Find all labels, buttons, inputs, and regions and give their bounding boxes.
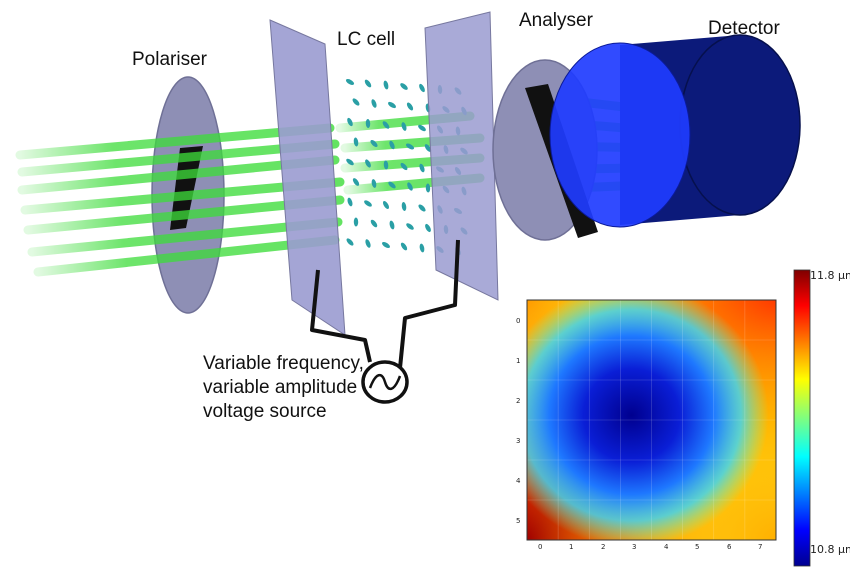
lc-cell-plate-left (269, 19, 346, 336)
heatmap-x-tick: 1 (569, 543, 574, 551)
lc-molecule (400, 162, 408, 171)
voltage-source-label-line3: voltage source (203, 401, 327, 422)
lc-molecule (382, 201, 390, 209)
heatmap-x-tick: 4 (664, 543, 669, 551)
lc-molecule (364, 79, 372, 88)
lc-molecule (347, 117, 353, 127)
lc-molecule (389, 220, 395, 230)
lc-molecule (370, 139, 378, 148)
lc-molecule (425, 223, 431, 233)
heatmap (526, 299, 777, 541)
lc-molecule (365, 239, 371, 248)
polariser-label: Polariser (132, 49, 207, 70)
lc-molecule (352, 98, 360, 106)
lc-molecule (353, 137, 359, 147)
lc-molecule (383, 160, 389, 170)
lc-molecule (405, 143, 415, 150)
lc-cell-plate-right (424, 11, 499, 301)
lc-molecule (388, 101, 396, 109)
heatmap-x-tick: 7 (758, 543, 763, 551)
lc-molecule (365, 119, 371, 128)
lc-molecule (401, 122, 407, 131)
voltage-source (361, 360, 409, 404)
lc-molecule (345, 79, 355, 85)
lc-molecule (388, 181, 396, 189)
heatmap-y-tick: 5 (516, 517, 521, 525)
lc-molecule (371, 179, 377, 188)
lc-molecule (346, 158, 354, 166)
detector-label: Detector (708, 18, 780, 39)
analyser-label: Analyser (519, 10, 593, 31)
lc-molecule (389, 140, 395, 150)
lc-molecule (382, 241, 390, 249)
liquid-crystal-molecules (345, 79, 468, 256)
lc-molecule (419, 83, 425, 93)
heatmap-x-tick: 3 (632, 543, 637, 551)
lc-molecule (419, 243, 425, 253)
detector (549, 34, 801, 228)
lc-molecule (407, 182, 413, 191)
heatmap-x-tick: 6 (727, 543, 732, 551)
lc-molecule (418, 124, 426, 132)
polariser-slit (170, 146, 203, 230)
heatmap-y-tick: 1 (516, 357, 521, 365)
lc-molecule (425, 183, 431, 193)
lc-molecule (424, 144, 432, 152)
lc-molecule (400, 242, 408, 251)
heatmap-y-tick: 3 (516, 437, 521, 445)
lc-molecule (401, 202, 407, 211)
heatmap-y-tick: 2 (516, 397, 521, 405)
heatmap-x-tick: 0 (538, 543, 543, 551)
lc-molecule (418, 204, 426, 212)
lc-molecule (406, 102, 414, 111)
sine-wave-icon (368, 374, 402, 390)
colorbar (793, 269, 811, 567)
lc-molecule (371, 99, 377, 108)
lc-molecule (382, 121, 390, 129)
lc-cell-label: LC cell (337, 29, 396, 50)
lc-molecule (406, 223, 414, 230)
wires (310, 239, 460, 369)
lc-molecule (352, 178, 360, 186)
heatmap-x-tick: 5 (695, 543, 700, 551)
lc-molecule (347, 197, 353, 207)
heatmap-y-tick: 4 (516, 477, 521, 485)
lc-molecule (364, 200, 372, 207)
lc-molecule (346, 238, 354, 246)
heatmap-x-tick: 2 (601, 543, 606, 551)
lc-molecule (400, 83, 408, 90)
lc-molecule (419, 163, 425, 173)
voltage-source-label-line2: variable amplitude (203, 377, 358, 398)
colorbar-max-label: 11.8 µm (810, 269, 850, 282)
lc-molecule (383, 80, 389, 90)
lc-molecule (370, 219, 378, 228)
lc-molecule (353, 217, 359, 227)
lc-molecule (365, 159, 371, 168)
voltage-source-label-line1: Variable frequency, (203, 353, 364, 374)
colorbar-min-label: 10.8 µm (810, 543, 850, 556)
heatmap-y-tick: 0 (516, 317, 521, 325)
